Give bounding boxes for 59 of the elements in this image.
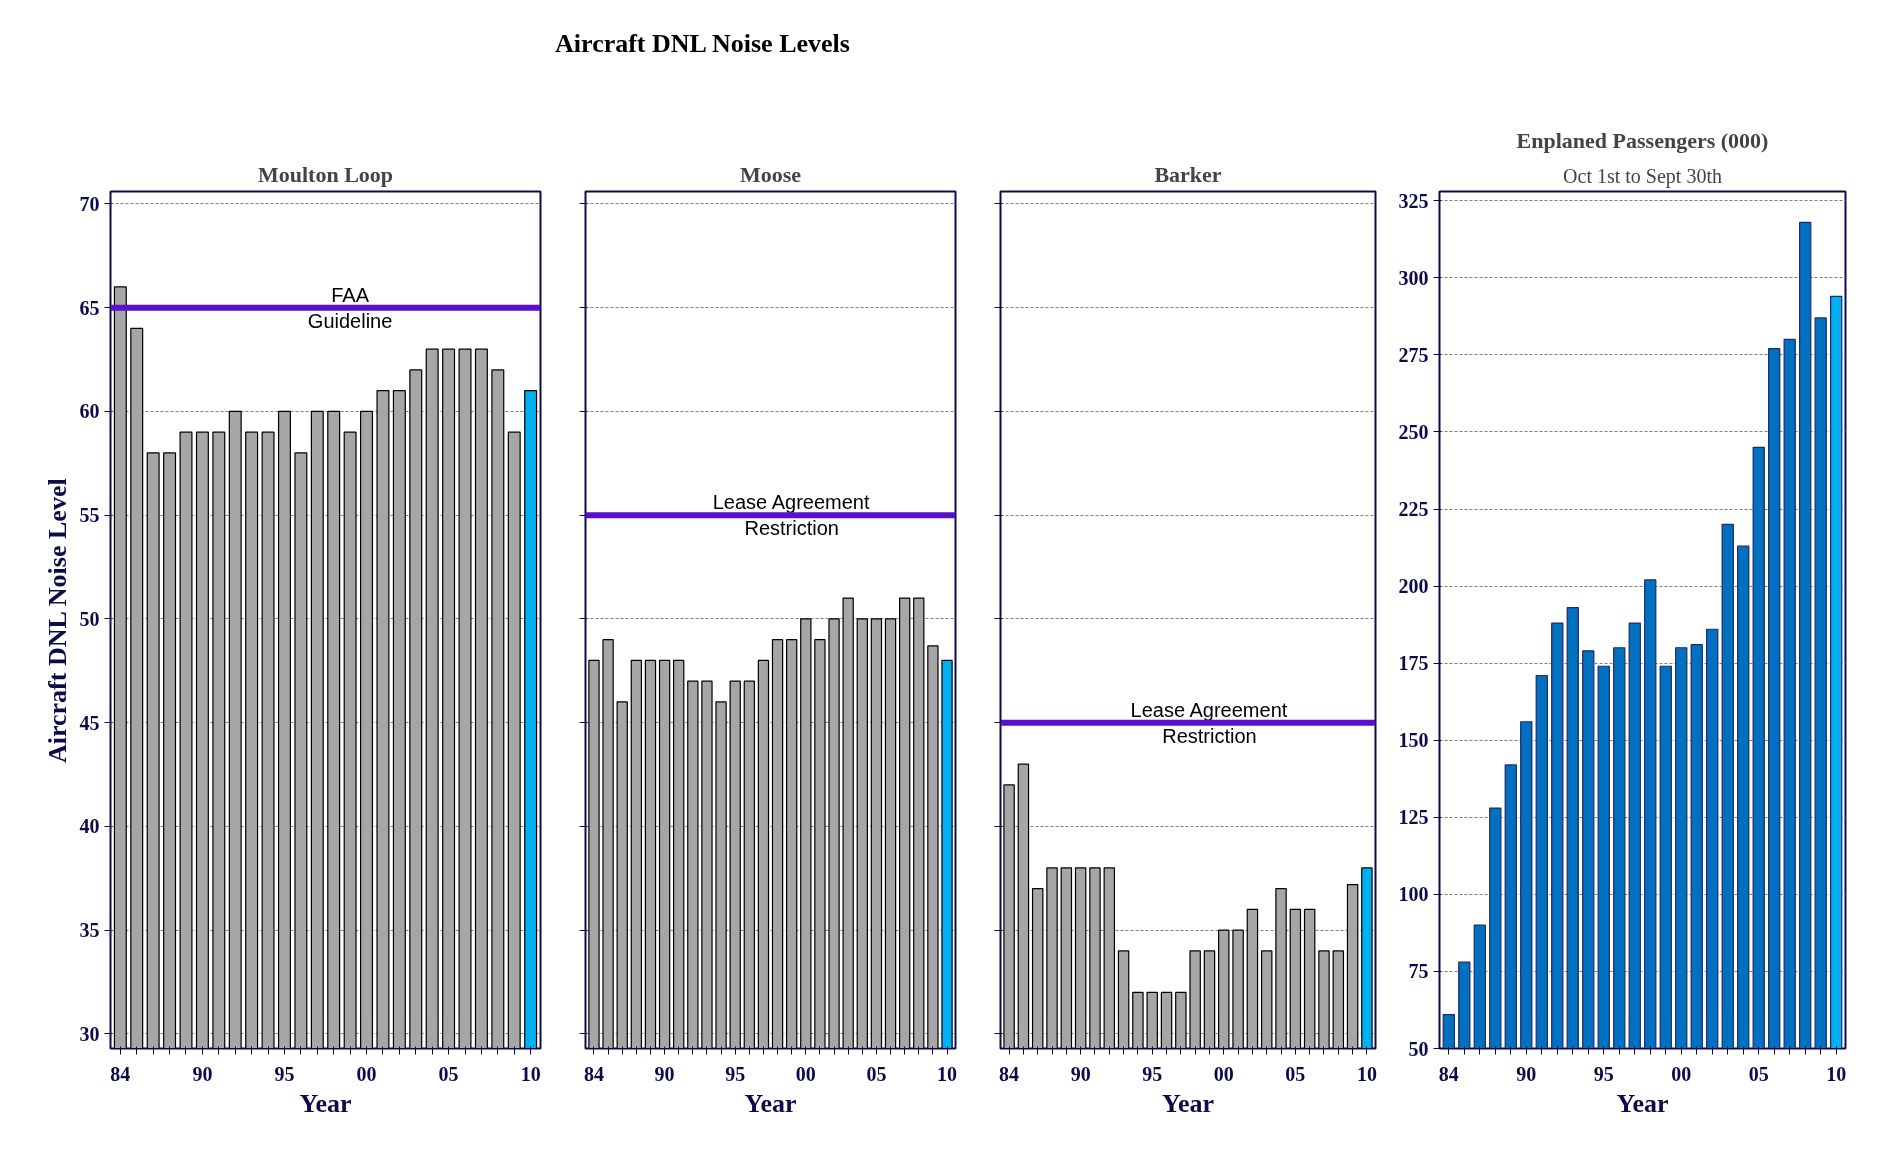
y-tick-label: 100 [1398, 883, 1429, 906]
ref-line-label: Lease Agreement Restriction [712, 491, 870, 540]
y-tick-label: 250 [1398, 420, 1429, 443]
y-tick-label: 200 [1398, 575, 1429, 598]
x-tick-label: 90 [192, 1062, 213, 1085]
x-tick-label: 00 [1213, 1062, 1234, 1085]
x-tick-label: 90 [1516, 1062, 1537, 1085]
x-tick-label: 90 [1070, 1062, 1091, 1085]
y-tick-label: 150 [1398, 729, 1429, 752]
x-tick-label: 05 [438, 1062, 459, 1085]
x-axis-title: Year [1616, 1088, 1669, 1118]
chart-title: Enplaned Passengers (000) [1516, 127, 1769, 153]
y-tick-label: 50 [1408, 1037, 1429, 1060]
chart-title: Barker [1154, 161, 1222, 187]
x-tick-label: 00 [356, 1062, 377, 1085]
x-axis-title: Year [1162, 1088, 1214, 1118]
x-tick-label: 05 [1285, 1062, 1306, 1085]
y-tick-label: 65 [79, 296, 100, 319]
x-tick-label: 95 [725, 1062, 746, 1085]
y-tick-label: 125 [1398, 806, 1429, 829]
y-tick-label: 300 [1398, 266, 1429, 289]
x-tick-label: 95 [274, 1062, 295, 1085]
chart-title: Moulton Loop [257, 161, 394, 187]
x-tick-label: 00 [795, 1062, 816, 1085]
x-tick-label: 10 [1356, 1062, 1377, 1085]
x-axis-title: Year [744, 1088, 797, 1118]
x-tick-label: 95 [1593, 1062, 1614, 1085]
y-tick-label: 35 [79, 919, 100, 942]
ref-line-label: Lease Agreement Restriction [1130, 698, 1288, 747]
chart-title: Moose [739, 161, 802, 187]
y-tick-label: 40 [79, 815, 100, 838]
y-tick-label: 30 [79, 1022, 100, 1045]
ref-line-label: FAA Guideline [307, 283, 393, 332]
x-tick-label: 84 [1438, 1062, 1459, 1085]
x-tick-label: 10 [520, 1062, 541, 1085]
x-tick-label: 84 [110, 1062, 131, 1085]
x-tick-label: 84 [999, 1062, 1020, 1085]
y-tick-label: 325 [1398, 189, 1429, 212]
x-tick-label: 10 [1826, 1062, 1847, 1085]
x-tick-label: 05 [1748, 1062, 1769, 1085]
x-tick-label: 84 [583, 1062, 604, 1085]
y-tick-label: 275 [1398, 343, 1429, 366]
x-tick-label: 00 [1671, 1062, 1692, 1085]
x-tick-label: 05 [866, 1062, 887, 1085]
y-tick-label: 225 [1398, 498, 1429, 521]
y-tick-label: 75 [1408, 960, 1429, 983]
y-tick-label: 45 [79, 711, 100, 734]
y-tick-label: 50 [79, 607, 100, 630]
y-tick-label: 175 [1398, 652, 1429, 675]
x-axis-title: Year [299, 1088, 352, 1118]
x-tick-label: 90 [654, 1062, 675, 1085]
y-tick-label: 60 [79, 400, 100, 423]
x-tick-label: 95 [1142, 1062, 1163, 1085]
y-tick-label: 70 [79, 192, 100, 215]
chart-subtitle: Oct 1st to Sept 30th [1563, 164, 1722, 188]
y-axis-title: Aircraft DNL Noise Level [42, 478, 72, 764]
x-tick-label: 10 [937, 1062, 958, 1085]
y-tick-label: 55 [79, 504, 100, 527]
text: Aircraft DNL Noise Levels [555, 28, 850, 60]
